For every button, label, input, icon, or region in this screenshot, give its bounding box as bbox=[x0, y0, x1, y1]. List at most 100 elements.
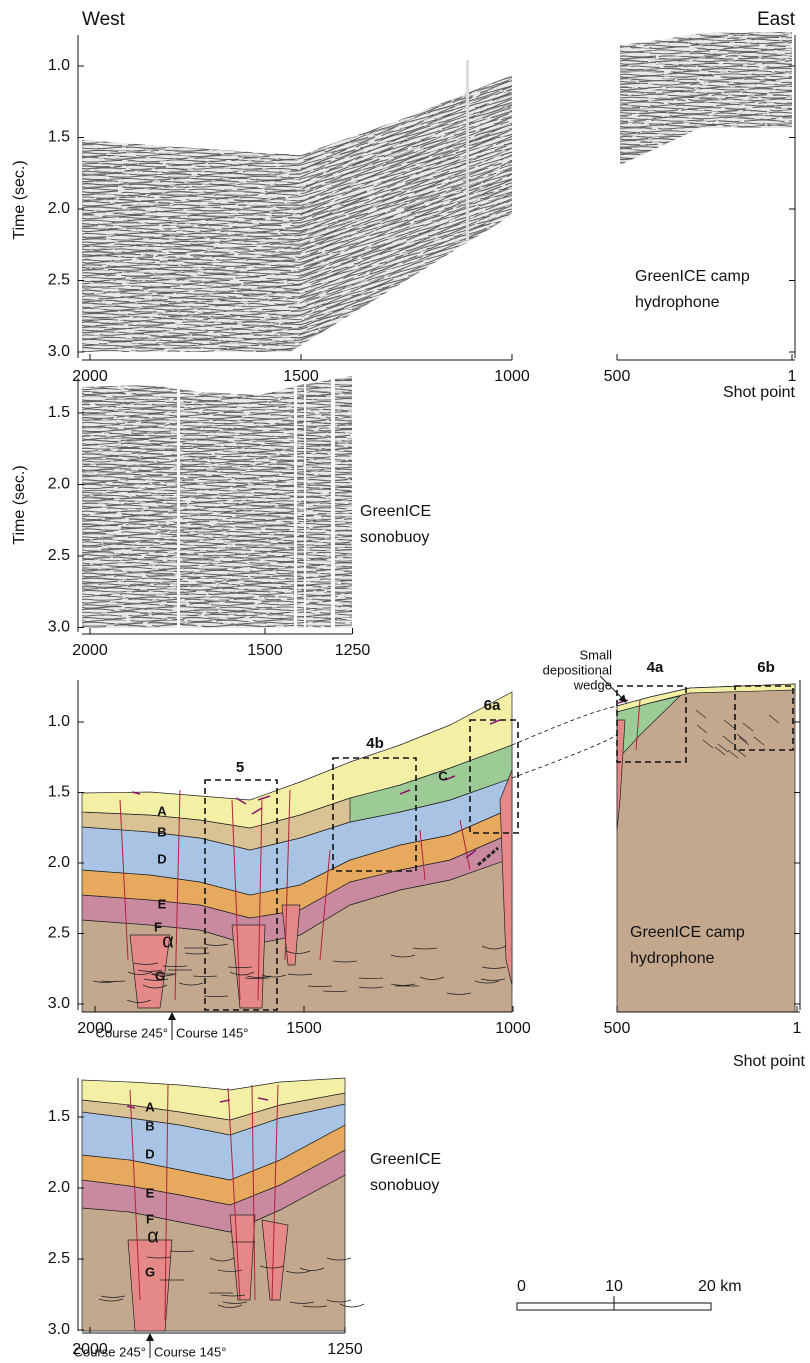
annotation: wedge bbox=[573, 677, 612, 692]
y-axis-label: Time (sec.) bbox=[11, 465, 28, 544]
annotation: Small bbox=[579, 647, 612, 662]
fault-zone bbox=[499, 769, 513, 986]
unit-label: F bbox=[154, 919, 162, 934]
detail-box bbox=[469, 719, 519, 834]
course-label: Course 245° bbox=[96, 1025, 168, 1040]
fault-dash bbox=[477, 846, 499, 867]
y-tick-label: 2.5 bbox=[48, 272, 70, 289]
y-tick-label: 3.0 bbox=[48, 995, 70, 1012]
unit-label: G bbox=[155, 968, 165, 983]
site-label: hydrophone bbox=[635, 294, 720, 311]
y-tick-label: 1.5 bbox=[48, 129, 70, 146]
motion-arrow bbox=[126, 1105, 136, 1109]
detail-box bbox=[616, 685, 687, 763]
seismic-texture bbox=[82, 32, 792, 628]
fault-line bbox=[257, 799, 263, 1001]
motion-arrow bbox=[399, 789, 411, 795]
fault-line bbox=[227, 1087, 241, 1301]
motion-arrow bbox=[257, 795, 271, 801]
y-tick-label: 1.0 bbox=[48, 57, 70, 74]
detail-box-label: 5 bbox=[236, 759, 244, 776]
unit-label: G bbox=[145, 1264, 155, 1279]
trace-gap bbox=[466, 60, 469, 240]
site-label: GreenICE camp bbox=[630, 924, 745, 941]
y-tick-label: 1.0 bbox=[48, 713, 70, 730]
motion-arrow bbox=[489, 719, 501, 725]
site-label: GreenICE bbox=[370, 1151, 441, 1168]
seismic-section bbox=[82, 75, 512, 352]
x-tick-label: 1000 bbox=[495, 1020, 531, 1037]
x-tick-label: 500 bbox=[604, 1020, 631, 1037]
site-label: sonobuoy bbox=[370, 1177, 439, 1194]
annotation-arrow bbox=[599, 675, 627, 703]
unit-label: A bbox=[157, 803, 167, 818]
trace-gap bbox=[331, 376, 335, 628]
fault-line bbox=[174, 789, 181, 1001]
motion-arrow bbox=[235, 797, 247, 805]
scale-label: 20 km bbox=[698, 1278, 742, 1295]
y-tick-label: 2.0 bbox=[48, 854, 70, 871]
annotation: depositional bbox=[543, 662, 612, 677]
course-label: Course 245° bbox=[74, 1344, 146, 1359]
scale-label: 10 bbox=[605, 1278, 623, 1295]
x-axis-label: Shot point bbox=[723, 384, 796, 401]
y-tick-label: 3.0 bbox=[48, 343, 70, 360]
x-tick-label: 500 bbox=[604, 368, 631, 385]
seismic-section bbox=[82, 376, 352, 628]
x-tick-label: 1250 bbox=[327, 1341, 363, 1358]
fault-zone bbox=[231, 924, 266, 1009]
course-label: Course 145° bbox=[154, 1344, 226, 1359]
unit-label: E bbox=[146, 1185, 155, 1200]
fault-zone bbox=[616, 719, 626, 831]
fault-line bbox=[129, 1089, 141, 1301]
x-axis-label: Shot point bbox=[733, 1053, 806, 1070]
fault-zone bbox=[127, 1239, 173, 1332]
motion-arrow bbox=[257, 1097, 269, 1101]
reflector-sketch bbox=[92, 709, 780, 1308]
site-label: hydrophone bbox=[630, 950, 715, 967]
fault-line bbox=[459, 819, 471, 871]
y-tick-label: 2.0 bbox=[48, 476, 70, 493]
x-tick-label: 1250 bbox=[335, 642, 371, 659]
fault-zone bbox=[261, 1219, 289, 1301]
y-tick-label: 2.0 bbox=[48, 200, 70, 217]
unit-label: F bbox=[146, 1211, 154, 1226]
y-tick-label: 2.0 bbox=[48, 1179, 70, 1196]
y-tick-label: 3.0 bbox=[48, 1321, 70, 1338]
fault-line bbox=[231, 799, 241, 1001]
motion-arrow bbox=[219, 1099, 231, 1103]
motion-arrow bbox=[617, 699, 629, 704]
unit-label: D bbox=[157, 851, 166, 866]
detail-box-label: 6b bbox=[757, 659, 775, 676]
unit-label: B bbox=[157, 824, 166, 839]
motion-arrow bbox=[131, 791, 141, 795]
unit-label: B bbox=[145, 1118, 154, 1133]
detail-box-label: 4b bbox=[366, 735, 384, 752]
course-label: Course 145° bbox=[176, 1025, 248, 1040]
detail-box bbox=[332, 757, 417, 872]
y-tick-label: 1.5 bbox=[48, 404, 70, 421]
y-tick-label: 1.5 bbox=[48, 1108, 70, 1125]
trace-gap bbox=[304, 376, 306, 628]
motion-arrow bbox=[251, 807, 263, 815]
unit-label: α bbox=[147, 1225, 159, 1247]
fault-line bbox=[271, 1084, 279, 1301]
detail-box-label: 6a bbox=[484, 697, 501, 714]
fault-line bbox=[284, 789, 291, 961]
connector bbox=[511, 705, 618, 779]
x-tick-label: 2000 bbox=[77, 1020, 113, 1037]
site-label: GreenICE bbox=[360, 503, 431, 520]
x-tick-label: 2000 bbox=[72, 1341, 108, 1358]
unit-label: C bbox=[438, 768, 448, 783]
fault-line bbox=[164, 1084, 169, 1321]
y-axis-label: Time (sec.) bbox=[11, 160, 28, 239]
y-tick-label: 2.5 bbox=[48, 1250, 70, 1267]
y-tick-label: 3.0 bbox=[48, 619, 70, 636]
trace-gap bbox=[294, 376, 297, 628]
y-tick-label: 1.5 bbox=[48, 784, 70, 801]
unit-label: α bbox=[162, 930, 174, 952]
layer bbox=[81, 1077, 346, 1121]
west-label: West bbox=[82, 9, 126, 30]
y-tick-label: 2.5 bbox=[48, 925, 70, 942]
